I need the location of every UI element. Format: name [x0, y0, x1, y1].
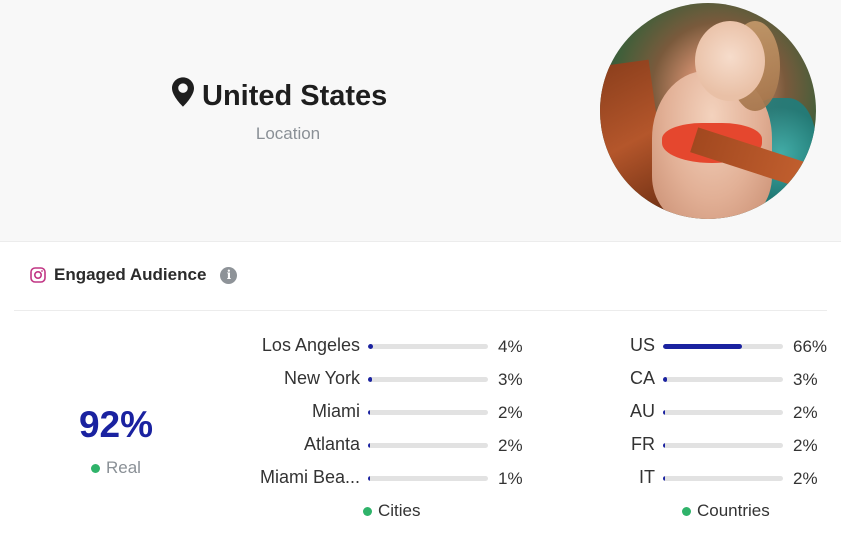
country-bar-track: [663, 443, 783, 448]
country-percent: 2%: [793, 403, 818, 422]
countries-label: Countries: [697, 501, 770, 520]
city-name: Miami: [312, 401, 360, 421]
country-bar-fill: [663, 344, 743, 349]
country-bar-track: [663, 476, 783, 481]
city-bar-track: [368, 377, 488, 382]
legend-dot: [91, 463, 100, 473]
city-bar-fill: [368, 377, 372, 382]
city-name: Miami Bea...: [259, 467, 360, 487]
city-name: Los Angeles: [261, 335, 360, 355]
legend-dot: [363, 506, 372, 516]
cities-label: Cities: [378, 501, 421, 520]
city-bar-track: [368, 476, 488, 481]
country-name: CA: [629, 368, 655, 388]
avatar[interactable]: [600, 3, 816, 219]
city-name: New York: [283, 368, 360, 388]
city-percent: 2%: [498, 436, 523, 455]
real-label: Real: [106, 458, 141, 477]
city-bar-fill: [368, 344, 373, 349]
location-heading: United States: [172, 77, 388, 115]
real-audience-value: 92%: [78, 404, 154, 445]
profile-header: United States Location: [0, 0, 841, 242]
city-bar-fill: [368, 410, 371, 415]
city-name: Atlanta: [303, 434, 360, 454]
city-percent: 1%: [498, 469, 523, 488]
engaged-audience-header: Engaged Audience i: [30, 264, 238, 286]
city-bar-track: [368, 344, 488, 349]
country-bar-track: [663, 344, 783, 349]
country-bar-track: [663, 377, 783, 382]
country-bar-fill: [663, 476, 666, 481]
map-pin-icon: [172, 77, 194, 115]
country-name: IT: [639, 467, 655, 487]
country-bar-track: [663, 410, 783, 415]
instagram-icon: [30, 267, 46, 283]
country-name: FR: [631, 434, 655, 454]
country-name: AU: [629, 401, 655, 421]
country-percent: 3%: [793, 370, 818, 389]
real-legend: Real: [91, 458, 141, 478]
location-label: Location: [255, 124, 321, 143]
city-bar-fill: [368, 476, 371, 481]
city-bar-track: [368, 410, 488, 415]
info-icon[interactable]: i: [220, 266, 238, 284]
country-bar-fill: [663, 377, 667, 382]
city-bar-track: [368, 443, 488, 448]
city-percent: 3%: [498, 370, 523, 389]
legend-dot: [682, 506, 691, 516]
countries-legend: Countries: [682, 501, 770, 521]
country-percent: 2%: [793, 469, 818, 488]
section-title: Engaged Audience: [54, 265, 207, 284]
country-name: US: [629, 335, 655, 355]
city-percent: 4%: [498, 337, 523, 356]
location-value: United States: [202, 79, 388, 112]
country-bar-fill: [663, 410, 666, 415]
cities-legend: Cities: [363, 501, 421, 521]
country-percent: 2%: [793, 436, 818, 455]
city-percent: 2%: [498, 403, 523, 422]
city-bar-fill: [368, 443, 371, 448]
divider: [14, 310, 827, 311]
country-bar-fill: [663, 443, 666, 448]
country-percent: 66%: [793, 337, 828, 356]
